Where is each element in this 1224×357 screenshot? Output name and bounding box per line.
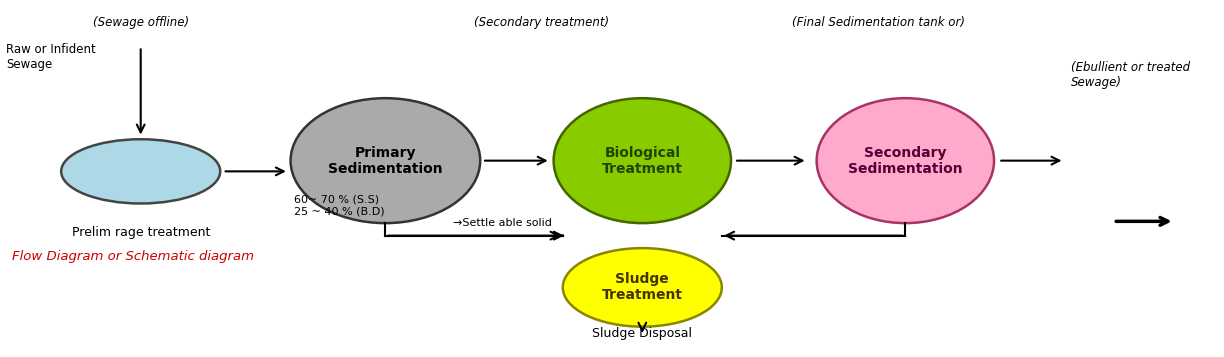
Text: Flow Diagram or Schematic diagram: Flow Diagram or Schematic diagram xyxy=(12,250,255,263)
Ellipse shape xyxy=(61,139,220,203)
Text: (Sewage offline): (Sewage offline) xyxy=(93,16,188,29)
Ellipse shape xyxy=(563,248,722,327)
Text: Sludge Disposal: Sludge Disposal xyxy=(592,327,693,340)
Text: (Secondary treatment): (Secondary treatment) xyxy=(475,16,610,29)
Ellipse shape xyxy=(816,98,994,223)
Text: Prelim rage treatment: Prelim rage treatment xyxy=(71,226,209,238)
Text: Primary
Sedimentation: Primary Sedimentation xyxy=(328,146,443,176)
Text: Secondary
Sedimentation: Secondary Sedimentation xyxy=(848,146,962,176)
Text: Biological
Treatment: Biological Treatment xyxy=(602,146,683,176)
Text: →Settle able solid: →Settle able solid xyxy=(453,218,552,228)
Ellipse shape xyxy=(290,98,480,223)
Text: Sludge
Treatment: Sludge Treatment xyxy=(602,272,683,302)
Text: (Final Sedimentation tank or): (Final Sedimentation tank or) xyxy=(792,16,965,29)
Text: 60~ 70 % (S.S)
25 ~ 40 % (B.D): 60~ 70 % (S.S) 25 ~ 40 % (B.D) xyxy=(294,195,384,216)
Text: (Ebullient or treated
Sewage): (Ebullient or treated Sewage) xyxy=(1071,61,1190,89)
Ellipse shape xyxy=(553,98,731,223)
Text: Raw or Infident
Sewage: Raw or Infident Sewage xyxy=(6,43,95,71)
